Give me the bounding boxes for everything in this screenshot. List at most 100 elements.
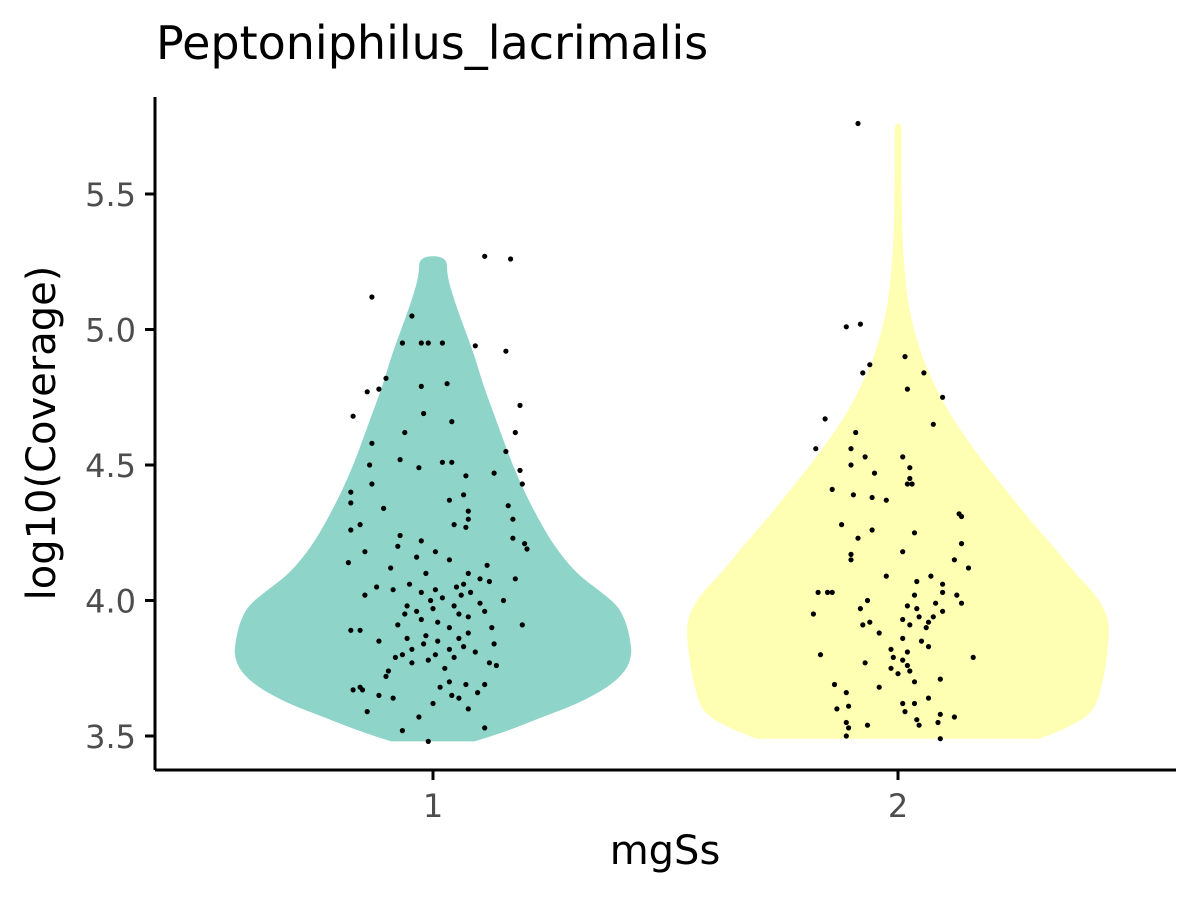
data-point	[461, 581, 467, 587]
data-point	[834, 706, 840, 712]
data-point	[446, 625, 452, 631]
data-point	[914, 717, 920, 723]
data-point	[409, 660, 415, 666]
data-point	[925, 644, 932, 650]
data-point	[465, 570, 471, 577]
chart-title: Peptoniphilus_lacrimalis	[156, 16, 709, 70]
violins-layer	[234, 123, 1109, 742]
data-point	[491, 470, 497, 476]
data-point	[461, 644, 467, 650]
data-point	[956, 511, 962, 517]
data-point	[925, 695, 932, 701]
data-point	[376, 638, 382, 644]
data-point	[907, 622, 913, 628]
data-point	[395, 543, 401, 549]
data-point	[503, 348, 509, 354]
data-point	[519, 622, 525, 628]
data-point	[937, 736, 943, 742]
data-point	[465, 516, 471, 522]
data-point	[951, 714, 958, 720]
data-point	[442, 665, 448, 671]
data-point	[867, 362, 873, 368]
data-point	[904, 649, 911, 655]
data-point	[435, 619, 441, 625]
data-point	[465, 508, 471, 514]
data-point	[871, 470, 878, 476]
y-tick-label: 4.5	[85, 447, 136, 485]
data-point	[374, 584, 380, 590]
data-point	[446, 497, 452, 503]
data-point	[839, 522, 845, 528]
data-point	[456, 611, 462, 617]
data-point	[472, 649, 478, 655]
data-point	[477, 600, 483, 606]
data-point	[418, 538, 424, 544]
data-point	[451, 654, 457, 661]
data-point	[928, 573, 934, 579]
data-point	[519, 481, 525, 487]
data-point	[364, 709, 370, 715]
y-tick-label: 3.5	[85, 718, 136, 756]
data-point	[456, 695, 462, 701]
data-point	[904, 662, 911, 669]
data-point	[468, 589, 474, 596]
data-point	[465, 706, 471, 712]
data-point	[522, 541, 528, 547]
data-point	[904, 386, 911, 392]
data-point	[883, 573, 889, 579]
data-point	[362, 592, 368, 598]
y-tick-label: 5.5	[85, 176, 136, 214]
data-point	[895, 671, 901, 677]
data-point	[958, 541, 965, 547]
data-point	[477, 576, 483, 582]
data-point	[421, 641, 427, 647]
data-point	[444, 381, 450, 387]
data-point	[423, 633, 429, 639]
data-point	[381, 505, 387, 511]
data-point	[503, 448, 509, 455]
data-point	[348, 500, 354, 506]
data-point	[428, 597, 434, 604]
data-point	[900, 454, 906, 460]
data-point	[848, 551, 854, 558]
data-point	[900, 635, 906, 642]
data-point	[843, 719, 849, 726]
data-point	[414, 608, 420, 614]
data-point	[843, 324, 849, 330]
data-point	[918, 638, 925, 644]
data-point	[970, 654, 976, 661]
data-point	[482, 608, 488, 614]
data-point	[902, 709, 908, 715]
data-point	[904, 481, 911, 487]
data-point	[933, 600, 939, 606]
data-point	[395, 622, 401, 628]
data-point	[465, 630, 471, 636]
data-point	[463, 473, 469, 479]
data-point	[954, 592, 960, 598]
data-point	[416, 465, 422, 471]
data-point	[925, 619, 932, 625]
data-point	[857, 321, 864, 327]
data-point	[418, 340, 424, 346]
data-point	[369, 440, 375, 446]
data-point	[846, 725, 852, 731]
data-point	[958, 600, 965, 606]
data-point	[430, 700, 436, 707]
data-point	[414, 554, 420, 560]
data-point	[951, 557, 958, 563]
data-point	[914, 578, 920, 585]
data-point	[430, 606, 436, 612]
data-point	[482, 253, 488, 259]
data-point	[822, 416, 828, 422]
data-point	[907, 668, 913, 674]
data-point	[930, 421, 936, 427]
data-point	[449, 459, 455, 465]
data-point	[815, 589, 821, 596]
data-point	[392, 654, 398, 661]
data-point	[463, 524, 469, 530]
data-point	[364, 389, 370, 395]
data-point	[453, 584, 460, 590]
data-point	[900, 616, 906, 623]
data-point	[937, 711, 943, 717]
data-point	[965, 565, 972, 571]
